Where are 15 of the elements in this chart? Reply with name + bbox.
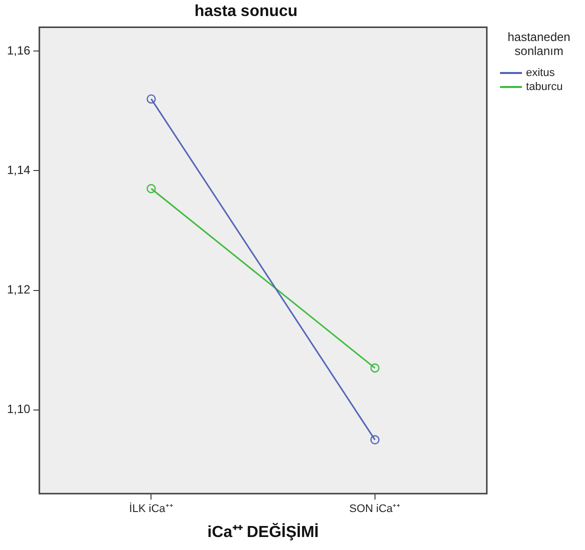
y-tick-label: 1,14	[6, 163, 31, 178]
legend-label: exitus	[526, 66, 555, 80]
point	[146, 184, 156, 194]
y-tick-label: 1,12	[6, 282, 31, 297]
legend-title: hastaneden sonlanım	[506, 30, 572, 58]
x-axis-title: iCa⁺⁺ DEĞİŞİMİ	[207, 522, 319, 541]
legend-label: taburcu	[526, 80, 563, 94]
point	[370, 435, 380, 444]
point	[146, 94, 156, 104]
chart-title: hasta sonucu	[194, 3, 298, 20]
y-tick-label: 1,10	[6, 402, 31, 416]
y-tick-label: 1,16	[6, 43, 31, 58]
x-tick-label: İLK iCa⁺⁺	[129, 502, 174, 516]
x-tick-label: SON iCa⁺⁺	[349, 503, 401, 516]
point	[370, 363, 380, 373]
